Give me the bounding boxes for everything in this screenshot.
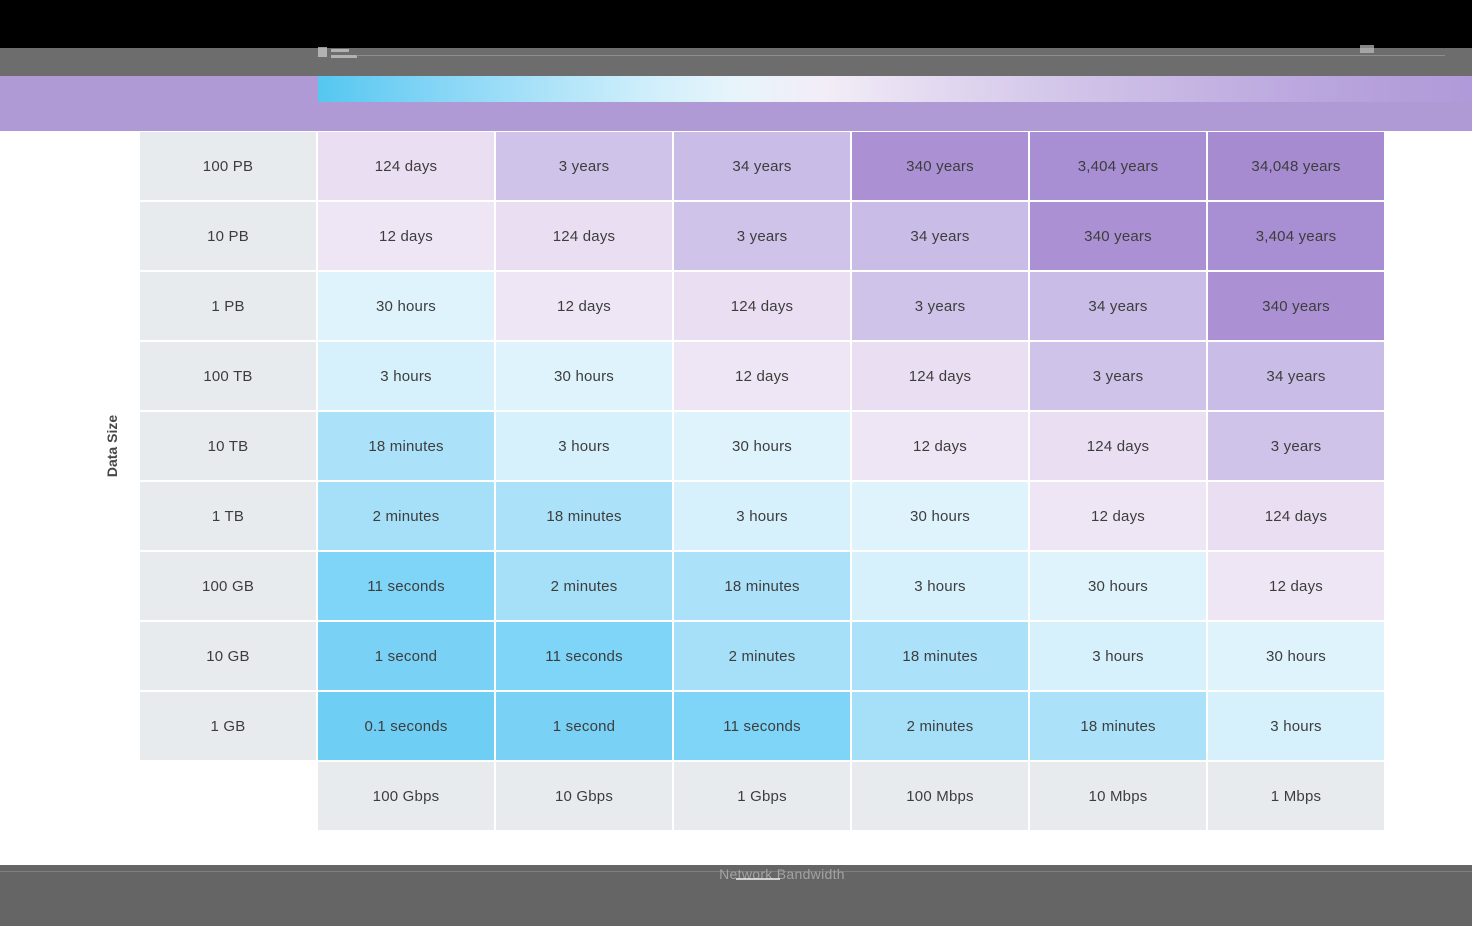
- col-label: 1 Mbps: [1208, 762, 1384, 830]
- heatmap-cell: 124 days: [852, 342, 1028, 410]
- heatmap-cell: 11 seconds: [496, 622, 672, 690]
- heatmap-cell: 3 hours: [318, 342, 494, 410]
- row-label: 1 TB: [140, 482, 316, 550]
- heatmap-cell: 3 hours: [1208, 692, 1384, 760]
- heatmap-cell: 30 hours: [318, 272, 494, 340]
- heatmap-cell: 30 hours: [496, 342, 672, 410]
- heatmap-cell: 340 years: [1208, 272, 1384, 340]
- heatmap-cell: 340 years: [852, 132, 1028, 200]
- heatmap-cell: 1 second: [496, 692, 672, 760]
- heatmap-cell: 12 days: [852, 412, 1028, 480]
- heatmap-cell: 30 hours: [1208, 622, 1384, 690]
- heatmap-cell: 3 hours: [674, 482, 850, 550]
- heatmap-cell: 3 years: [496, 132, 672, 200]
- heatmap-cell: 2 minutes: [496, 552, 672, 620]
- heatmap-cell: 12 days: [1030, 482, 1206, 550]
- heatmap-cell: 3 hours: [852, 552, 1028, 620]
- heatmap-cell: 3,404 years: [1030, 132, 1206, 200]
- toolbar-bar: [0, 45, 1472, 76]
- color-scale-gradient: [318, 76, 1472, 102]
- heatmap-cell: 3 years: [852, 272, 1028, 340]
- heatmap-cell: 124 days: [1030, 412, 1206, 480]
- heatmap-cell: 34,048 years: [1208, 132, 1384, 200]
- footer-highlight-dash: [736, 878, 780, 880]
- toolbar-glyphs: [318, 45, 364, 61]
- toolbar-divider-line: [356, 55, 1445, 56]
- heatmap-cell: 34 years: [1030, 272, 1206, 340]
- top-letterbox-bar: [0, 0, 1472, 48]
- heatmap-cell: 12 days: [674, 342, 850, 410]
- heatmap-cell: 124 days: [674, 272, 850, 340]
- row-label: 10 GB: [140, 622, 316, 690]
- heatmap-cell: 3 years: [1208, 412, 1384, 480]
- heatmap-cell: 12 days: [318, 202, 494, 270]
- heatmap-cell: 340 years: [1030, 202, 1206, 270]
- heatmap-cell: 34 years: [674, 132, 850, 200]
- header-color-band: [0, 76, 1472, 131]
- col-label: 100 Gbps: [318, 762, 494, 830]
- heatmap-cell: 18 minutes: [1030, 692, 1206, 760]
- heatmap-cell: 3 years: [1030, 342, 1206, 410]
- heatmap-cell: 2 minutes: [852, 692, 1028, 760]
- row-label: 10 TB: [140, 412, 316, 480]
- heatmap-cell: 18 minutes: [674, 552, 850, 620]
- row-label: 1 GB: [140, 692, 316, 760]
- heatmap-cell: 3 hours: [496, 412, 672, 480]
- col-label: 100 Mbps: [852, 762, 1028, 830]
- corner-cell: [140, 762, 316, 830]
- heatmap-cell: 3,404 years: [1208, 202, 1384, 270]
- heatmap-cell: 2 minutes: [318, 482, 494, 550]
- heatmap-cell: 12 days: [1208, 552, 1384, 620]
- heatmap-cell: 18 minutes: [852, 622, 1028, 690]
- row-label: 100 TB: [140, 342, 316, 410]
- y-axis-label-text: Data Size: [104, 414, 120, 478]
- heatmap-cell: 12 days: [496, 272, 672, 340]
- heatmap-cell: 124 days: [1208, 482, 1384, 550]
- heatmap-cell: 30 hours: [674, 412, 850, 480]
- transfer-time-heatmap: 100 PB 124 days 3 years 34 years 340 years 3,…: [140, 132, 1384, 830]
- heatmap-cell: 34 years: [1208, 342, 1384, 410]
- heatmap-cell: 11 seconds: [318, 552, 494, 620]
- heatmap-cell: 18 minutes: [318, 412, 494, 480]
- heatmap-cell: 3 years: [674, 202, 850, 270]
- y-axis-label: Data Size: [86, 403, 138, 489]
- heatmap-cell: 34 years: [852, 202, 1028, 270]
- col-label: 10 Gbps: [496, 762, 672, 830]
- footer-progress-line: [0, 871, 1472, 872]
- col-label: 1 Gbps: [674, 762, 850, 830]
- heatmap-cell: 18 minutes: [496, 482, 672, 550]
- heatmap-cell: 11 seconds: [674, 692, 850, 760]
- heatmap-cell: 124 days: [496, 202, 672, 270]
- heatmap-cell: 124 days: [318, 132, 494, 200]
- heatmap-cell: 30 hours: [1030, 552, 1206, 620]
- heatmap-cell: 30 hours: [852, 482, 1028, 550]
- heatmap-cell: 2 minutes: [674, 622, 850, 690]
- heatmap-cell: 0.1 seconds: [318, 692, 494, 760]
- heatmap-cell: 3 hours: [1030, 622, 1206, 690]
- toolbar-end-mark: [1360, 45, 1374, 53]
- heatmap-cell: 1 second: [318, 622, 494, 690]
- row-label: 1 PB: [140, 272, 316, 340]
- row-label: 10 PB: [140, 202, 316, 270]
- row-label: 100 PB: [140, 132, 316, 200]
- row-label: 100 GB: [140, 552, 316, 620]
- col-label: 10 Mbps: [1030, 762, 1206, 830]
- footer-bar: Network Bandwidth: [0, 865, 1472, 926]
